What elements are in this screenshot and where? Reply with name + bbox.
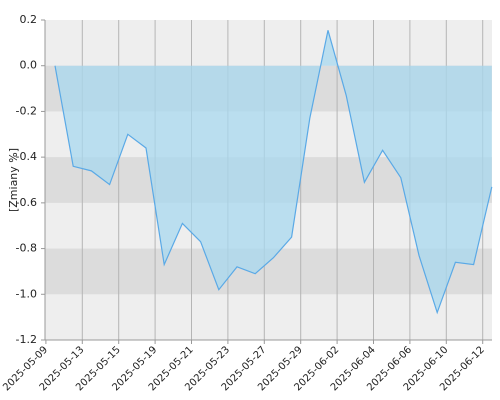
y-tick-label: 0.2 xyxy=(20,13,38,26)
y-tick-label: -0.2 xyxy=(16,104,37,117)
y-tick-label: 0.0 xyxy=(20,59,38,72)
line xyxy=(54,30,493,315)
y-tick-label: -0.6 xyxy=(16,196,37,209)
y-tick-label: -0.8 xyxy=(16,242,37,255)
y-tick-label: -1.2 xyxy=(16,333,37,346)
y-tick-label: -0.4 xyxy=(16,150,37,163)
y-axis-label: [Zmiany %] xyxy=(7,148,20,212)
y-tick-label: -1.0 xyxy=(16,287,37,300)
area xyxy=(55,30,492,313)
